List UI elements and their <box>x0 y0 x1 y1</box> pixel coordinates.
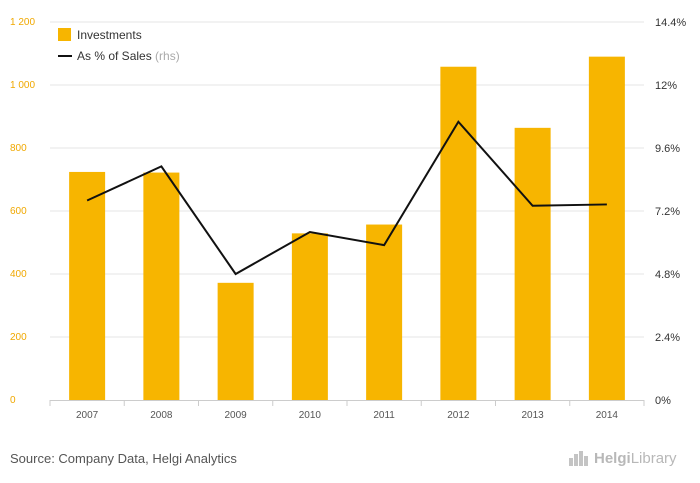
right-y-tick-label: 14.4% <box>655 17 686 29</box>
right-y-tick-label: 7.2% <box>655 206 680 218</box>
logo-bold-text: Helgi <box>594 449 631 467</box>
left-y-tick-label: 800 <box>10 143 27 154</box>
series-line <box>86 120 607 276</box>
bar <box>588 56 625 401</box>
source-note: Source: Company Data, Helgi Analytics <box>10 451 237 466</box>
right-y-tick-label: 0% <box>655 395 671 407</box>
x-tick-label: 2012 <box>447 410 470 421</box>
x-tick-label: 2014 <box>596 410 619 421</box>
left-y-tick-label: 600 <box>10 206 27 217</box>
legend-label-bar: Investments <box>77 28 142 42</box>
chart: 2007 2008 2009 2010 2011 2012 2013 2014 0 200 400 6… <box>10 17 686 421</box>
right-y-tick-label: 9.6% <box>655 143 680 155</box>
helgi-library-logo: Helgi Library <box>568 449 677 467</box>
bar <box>514 127 551 400</box>
right-y-tick-label: 2.4% <box>655 332 680 344</box>
left-y-tick-label: 200 <box>10 332 27 343</box>
bar <box>69 171 106 400</box>
bar <box>440 66 477 400</box>
x-tick-label: 2009 <box>225 410 248 421</box>
legend-swatch-bar <box>58 28 71 41</box>
right-y-tick-label: 4.8% <box>655 269 680 281</box>
right-y-tick-label: 12% <box>655 80 677 92</box>
building-icon <box>569 451 588 466</box>
left-y-tick-label: 1 000 <box>10 80 35 91</box>
x-tick-label: 2008 <box>150 410 173 421</box>
left-y-tick-label: 1 200 <box>10 17 35 28</box>
bar <box>366 224 403 400</box>
x-tick-label: 2010 <box>299 410 322 421</box>
bar <box>143 172 180 400</box>
bar <box>217 282 254 400</box>
left-y-tick-label: 400 <box>10 269 27 280</box>
x-tick-label: 2011 <box>373 410 395 421</box>
logo-rest-text: Library <box>630 449 677 467</box>
legend-label-suffix: (rhs) <box>155 49 180 63</box>
legend-label-line: As % of Sales (rhs) <box>77 49 180 63</box>
x-tick-label: 2007 <box>76 410 99 421</box>
x-tick-label: 2013 <box>522 410 545 421</box>
left-y-tick-label: 0 <box>10 395 16 406</box>
bar <box>291 233 328 400</box>
